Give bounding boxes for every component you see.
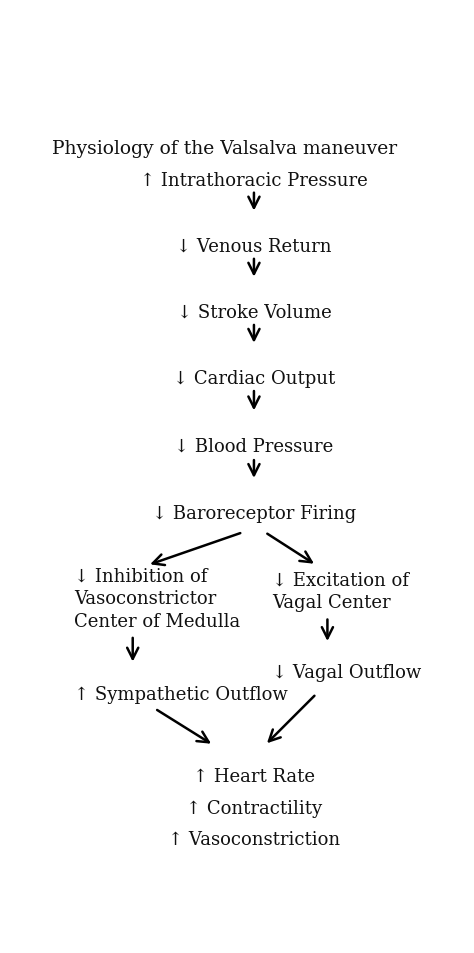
Text: ↓ Vagal Outflow: ↓ Vagal Outflow bbox=[272, 663, 421, 681]
Text: ↓ Inhibition of
Vasoconstrictor
Center of Medulla: ↓ Inhibition of Vasoconstrictor Center o… bbox=[74, 567, 240, 630]
Text: ↓ Blood Pressure: ↓ Blood Pressure bbox=[174, 437, 334, 455]
Text: ↓ Stroke Volume: ↓ Stroke Volume bbox=[177, 303, 331, 321]
Text: ↑ Contractility: ↑ Contractility bbox=[186, 799, 322, 817]
Text: ↓ Excitation of
Vagal Center: ↓ Excitation of Vagal Center bbox=[272, 571, 409, 612]
Text: ↑ Heart Rate: ↑ Heart Rate bbox=[193, 767, 315, 785]
Text: ↑ Sympathetic Outflow: ↑ Sympathetic Outflow bbox=[74, 685, 288, 703]
Text: ↓ Cardiac Output: ↓ Cardiac Output bbox=[173, 370, 335, 388]
Text: ↑ Intrathoracic Pressure: ↑ Intrathoracic Pressure bbox=[140, 172, 368, 190]
Text: ↑ Vasoconstriction: ↑ Vasoconstriction bbox=[168, 830, 340, 848]
Text: ↓ Baroreceptor Firing: ↓ Baroreceptor Firing bbox=[152, 504, 356, 522]
Text: ↓ Venous Return: ↓ Venous Return bbox=[176, 237, 332, 255]
Text: Physiology of the Valsalva maneuver: Physiology of the Valsalva maneuver bbox=[52, 140, 397, 158]
